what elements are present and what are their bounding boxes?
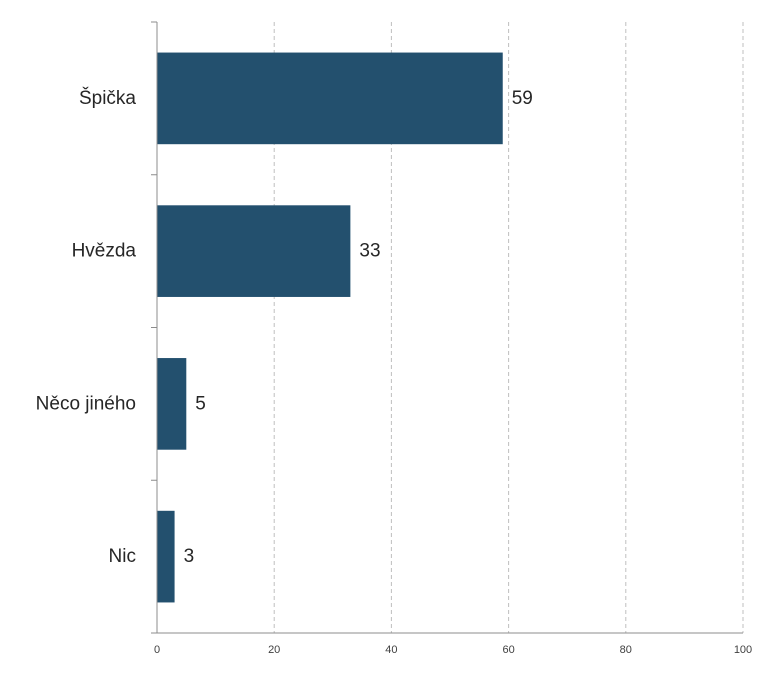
labels: 59 Špička 33 Hvězda 5 Něco jiného 3 Nic 0 20 40 60 8…	[36, 87, 753, 656]
bar-0	[157, 52, 503, 145]
bar-1	[157, 205, 351, 297]
bar-3	[157, 510, 175, 603]
category-label: Nic	[109, 546, 136, 567]
x-tick-label: 80	[620, 644, 632, 656]
category-label: Něco jiného	[36, 393, 136, 414]
x-tick-label: 0	[154, 644, 160, 656]
value-label: 59	[512, 88, 533, 109]
bar-2	[157, 358, 187, 450]
value-label: 3	[184, 546, 195, 567]
category-label: Hvězda	[72, 241, 137, 262]
value-label: 33	[359, 241, 380, 262]
axes	[151, 21, 743, 634]
value-label: 5	[195, 393, 206, 414]
category-label: Špička	[79, 87, 136, 109]
bars	[157, 52, 503, 603]
x-tick-label: 20	[268, 644, 280, 656]
x-tick-label: 100	[734, 644, 752, 656]
x-tick-label: 40	[385, 644, 397, 656]
x-tick-label: 60	[502, 644, 514, 656]
